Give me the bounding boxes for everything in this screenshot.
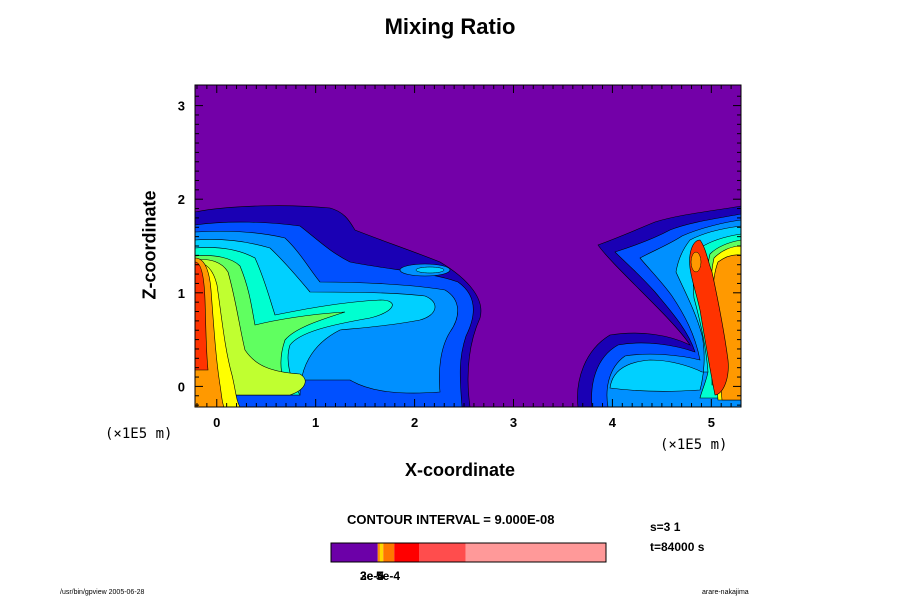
colorbar-labels: 2e-5 3e-4 5e-4 [360, 569, 440, 583]
axis-ticks: 0 1 2 3 4 5 0 1 2 3 [178, 85, 742, 430]
y-tick-label-0: 0 [178, 379, 185, 394]
footer-right: arare-nakajima [702, 589, 749, 596]
chart-title: Mixing Ratio [384, 14, 516, 39]
y-tick-label-1: 1 [178, 286, 185, 301]
colorbar-segment-3 [383, 543, 395, 562]
contour-island-left-inner [415, 266, 445, 274]
colorbar-label-2: 5e-4 [376, 569, 401, 583]
x-tick-label-0: 0 [213, 415, 220, 430]
colorbar-label-1: 3e-4 [360, 569, 385, 583]
contour-interval-label: CONTOUR INTERVAL = 9.000E-08 [347, 512, 555, 527]
x-tick-label-3: 3 [510, 415, 517, 430]
colorbar-segment-2 [379, 543, 384, 562]
contour-red-right [689, 239, 729, 396]
y-tick-label-2: 2 [178, 192, 185, 207]
x-tick-label-2: 2 [411, 415, 418, 430]
colorbar-label-0: 2e-5 [360, 569, 385, 583]
time-label: t=84000 s [650, 540, 705, 554]
y-unit-label: (×1E5 m) [105, 426, 173, 442]
colorbar [330, 542, 607, 563]
colorbar-segment-1 [377, 543, 380, 562]
colorbar-segment-0 [331, 543, 378, 562]
x-unit-label: (×1E5 m) [660, 437, 728, 453]
x-tick-label-4: 4 [609, 415, 617, 430]
y-tick-label-3: 3 [178, 99, 185, 114]
contour-red-left [195, 261, 209, 371]
x-axis-label: X-coordinate [404, 460, 515, 480]
colorbar-frame [330, 542, 607, 563]
x-tick-label-5: 5 [708, 415, 715, 430]
colorbar-segment-4 [394, 543, 419, 562]
footer-left: /usr/bin/gpview 2005-06-28 [60, 589, 145, 596]
y-axis-label: Z-coordinate [139, 190, 160, 300]
colorbar-segment-5 [419, 543, 466, 562]
contour-orange-core-right [690, 251, 702, 273]
step-label: s=3 1 [650, 520, 681, 534]
contour-fields [195, 205, 741, 407]
colorbar-segment-6 [465, 543, 606, 562]
x-tick-label-1: 1 [312, 415, 319, 430]
